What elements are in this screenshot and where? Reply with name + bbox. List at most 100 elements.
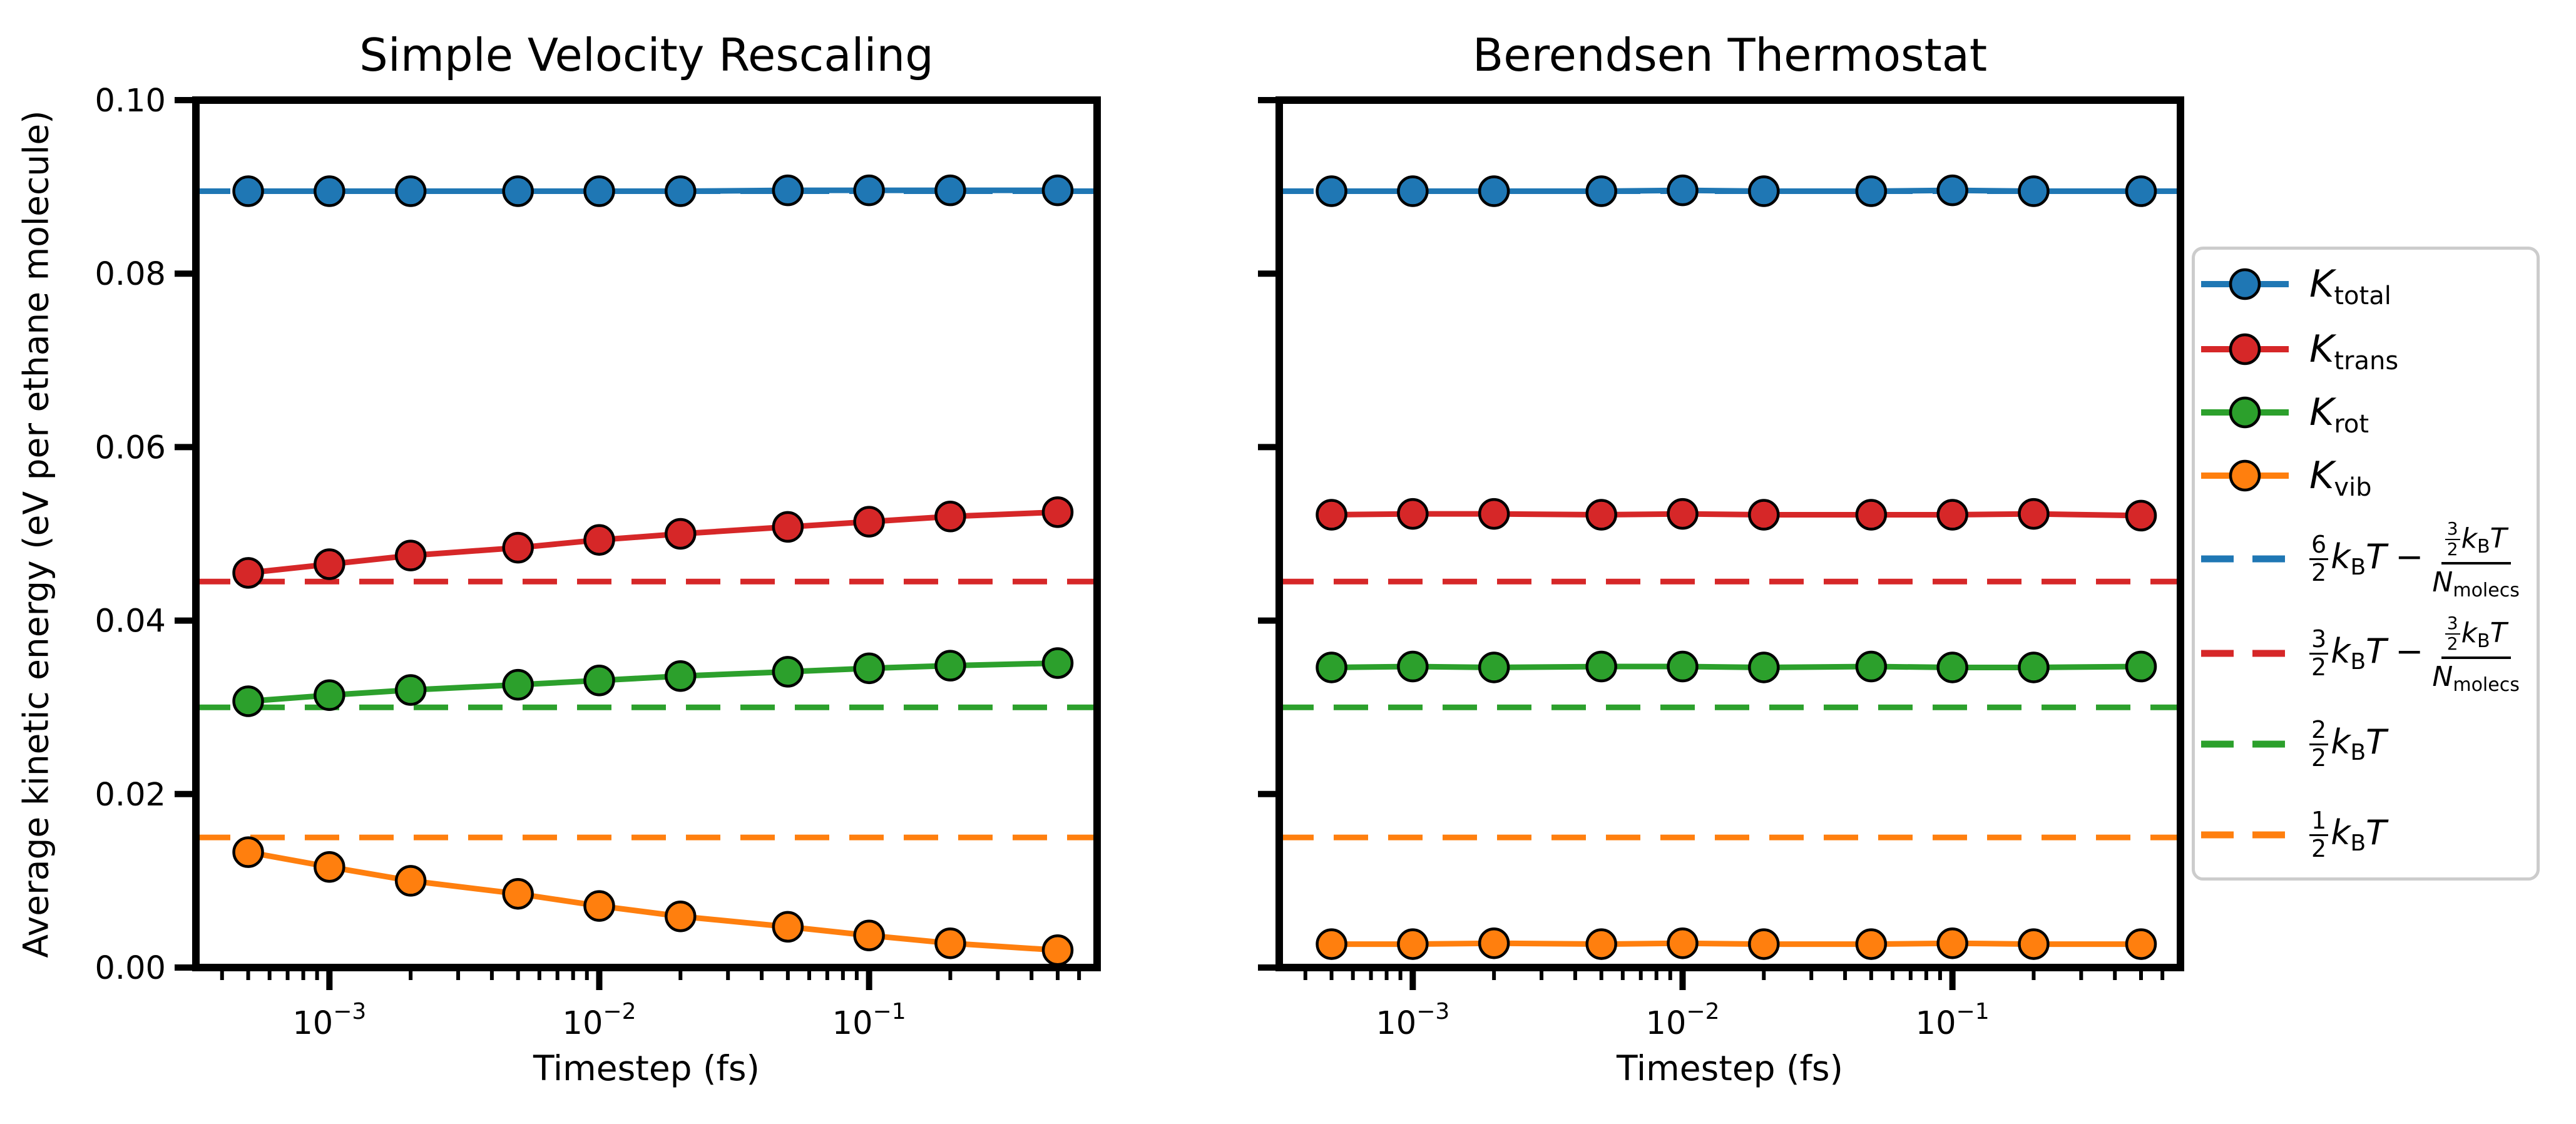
fraction-numerator: 3 (2445, 613, 2460, 635)
x-tick-label: 10−1 (832, 999, 906, 1042)
data-point-K_total (1397, 175, 1429, 207)
fraction-numerator: 3 (2309, 626, 2329, 655)
data-point-K_trans (394, 539, 427, 571)
y-tick-label: 0.00 (95, 950, 166, 987)
legend-line-marker-sample (2201, 396, 2289, 429)
data-point-K_total (394, 175, 427, 207)
y-tick-label: 0.10 (95, 83, 166, 120)
legend-label: 1 2 kBT (2309, 807, 2386, 862)
series-line-K_total (1329, 187, 2144, 195)
series-K_total (232, 174, 1074, 207)
series-line-K_total (245, 187, 1061, 195)
K-subscript: total (2334, 282, 2391, 310)
x-tick-label: 10−1 (1916, 999, 1990, 1042)
big-fraction-numerator: 3 2 kBT (2441, 613, 2511, 659)
k-symbol: k (2461, 523, 2478, 555)
axes-frame (1275, 96, 2184, 971)
fraction-denominator: 2 (2311, 743, 2327, 772)
data-point-K_total (1316, 175, 1347, 207)
legend-label: 2 2 kBT (2309, 717, 2386, 772)
fraction-numerator: 3 (2445, 519, 2460, 540)
kBT-term: kBT (2331, 722, 2387, 764)
legend-dash-sample (2201, 740, 2289, 748)
x-tick-label: 10−3 (292, 999, 366, 1042)
legend-entry-3/2 kBT − (3/2 kBT)/Nmolecs: 3 2 kBT −3 2 kBT Nmolecs (2195, 603, 2537, 703)
data-point-K_rot (934, 650, 966, 682)
T-symbol: T (2366, 722, 2387, 762)
series-line-K_rot (245, 660, 1061, 704)
data-point-K_trans (232, 557, 264, 589)
data-point-K_rot (2018, 651, 2050, 683)
y-tick-label: 0.04 (95, 603, 166, 640)
data-point-K_rot (853, 652, 885, 685)
legend-dash-sample (2201, 650, 2289, 657)
panel-left: 0.00 0.02 0.04 0.06 0.08 0.10 10−3 10−2 10−1 (95, 83, 1101, 1042)
fraction-numerator: 6 (2309, 531, 2329, 560)
legend-label: 3 2 kBT −3 2 kBT Nmolecs (2309, 613, 2520, 696)
K-symbol: K (2309, 391, 2334, 434)
data-point-K_vib (314, 851, 345, 883)
formula: 2 2 kBT (2309, 717, 2387, 770)
data-point-K_vib (1316, 928, 1347, 960)
data-point-K_total (583, 175, 615, 207)
data-point-K_rot (1316, 651, 1347, 683)
legend-line-marker-sample (2201, 459, 2289, 492)
kBT-term: kBT (2331, 536, 2387, 578)
data-point-K_vib (1748, 928, 1780, 960)
k-subscript: B (2350, 830, 2366, 856)
series-line-K_trans (1329, 511, 2144, 519)
legend-line-marker-sample (2201, 268, 2289, 300)
data-point-K_rot (1478, 651, 1510, 683)
x-tick-label: 10−2 (1646, 999, 1720, 1042)
legend-entry-K_rot: Krot (2195, 381, 2537, 444)
T-symbol: T (2490, 523, 2507, 555)
series-K_trans (232, 496, 1074, 589)
k-symbol: k (2331, 536, 2351, 576)
data-point-K_rot (1748, 651, 1780, 683)
T-symbol: T (2366, 536, 2387, 576)
fraction-numerator: 2 (2309, 717, 2329, 745)
y-tick-label: 0.08 (95, 256, 166, 293)
legend-entry-2/2 kBT: 2 2 kBT (2195, 710, 2537, 779)
fraction-denominator: 2 (2311, 653, 2327, 681)
fraction-denominator: 2 (2311, 834, 2327, 862)
data-point-K_trans (1585, 499, 1617, 531)
legend-sample (2195, 394, 2289, 431)
series-K_rot (232, 647, 1074, 717)
series-K_trans (1316, 498, 2157, 532)
data-point-K_vib (2018, 928, 2050, 960)
data-point-K_vib (1397, 928, 1429, 960)
data-point-K_rot (1936, 651, 1968, 683)
legend-label: 6 2 kBT −3 2 kBT Nmolecs (2309, 519, 2520, 601)
big-fraction: 3 2 kBT Nmolecs (2432, 519, 2519, 601)
data-point-K_vib (853, 919, 885, 951)
data-point-K_vib (1041, 934, 1074, 966)
big-fraction-denominator: Nmolecs (2432, 565, 2519, 601)
data-point-K_total (1585, 175, 1617, 207)
N-subscript: molecs (2453, 673, 2520, 696)
series-K_vib (1316, 927, 2157, 960)
series-K_total (1316, 174, 2157, 207)
K-subscript: trans (2334, 347, 2399, 376)
data-point-K_rot (665, 660, 697, 692)
data-point-K_trans (1748, 499, 1780, 531)
formula: 6 2 kBT −3 2 kBT Nmolecs (2309, 519, 2520, 601)
k-symbol: k (2331, 722, 2351, 762)
series-K_rot (1316, 650, 2157, 683)
k-symbol: k (2331, 812, 2351, 852)
left-x-axis-label: Timestep (fs) (533, 1048, 760, 1088)
legend-label: Krot (2309, 391, 2369, 437)
data-point-K_total (934, 174, 966, 207)
data-point-K_total (1748, 175, 1780, 207)
data-point-K_vib (772, 911, 804, 943)
data-point-K_vib (1478, 927, 1510, 959)
data-point-K_total (772, 174, 804, 207)
data-point-K_total (1855, 175, 1888, 207)
